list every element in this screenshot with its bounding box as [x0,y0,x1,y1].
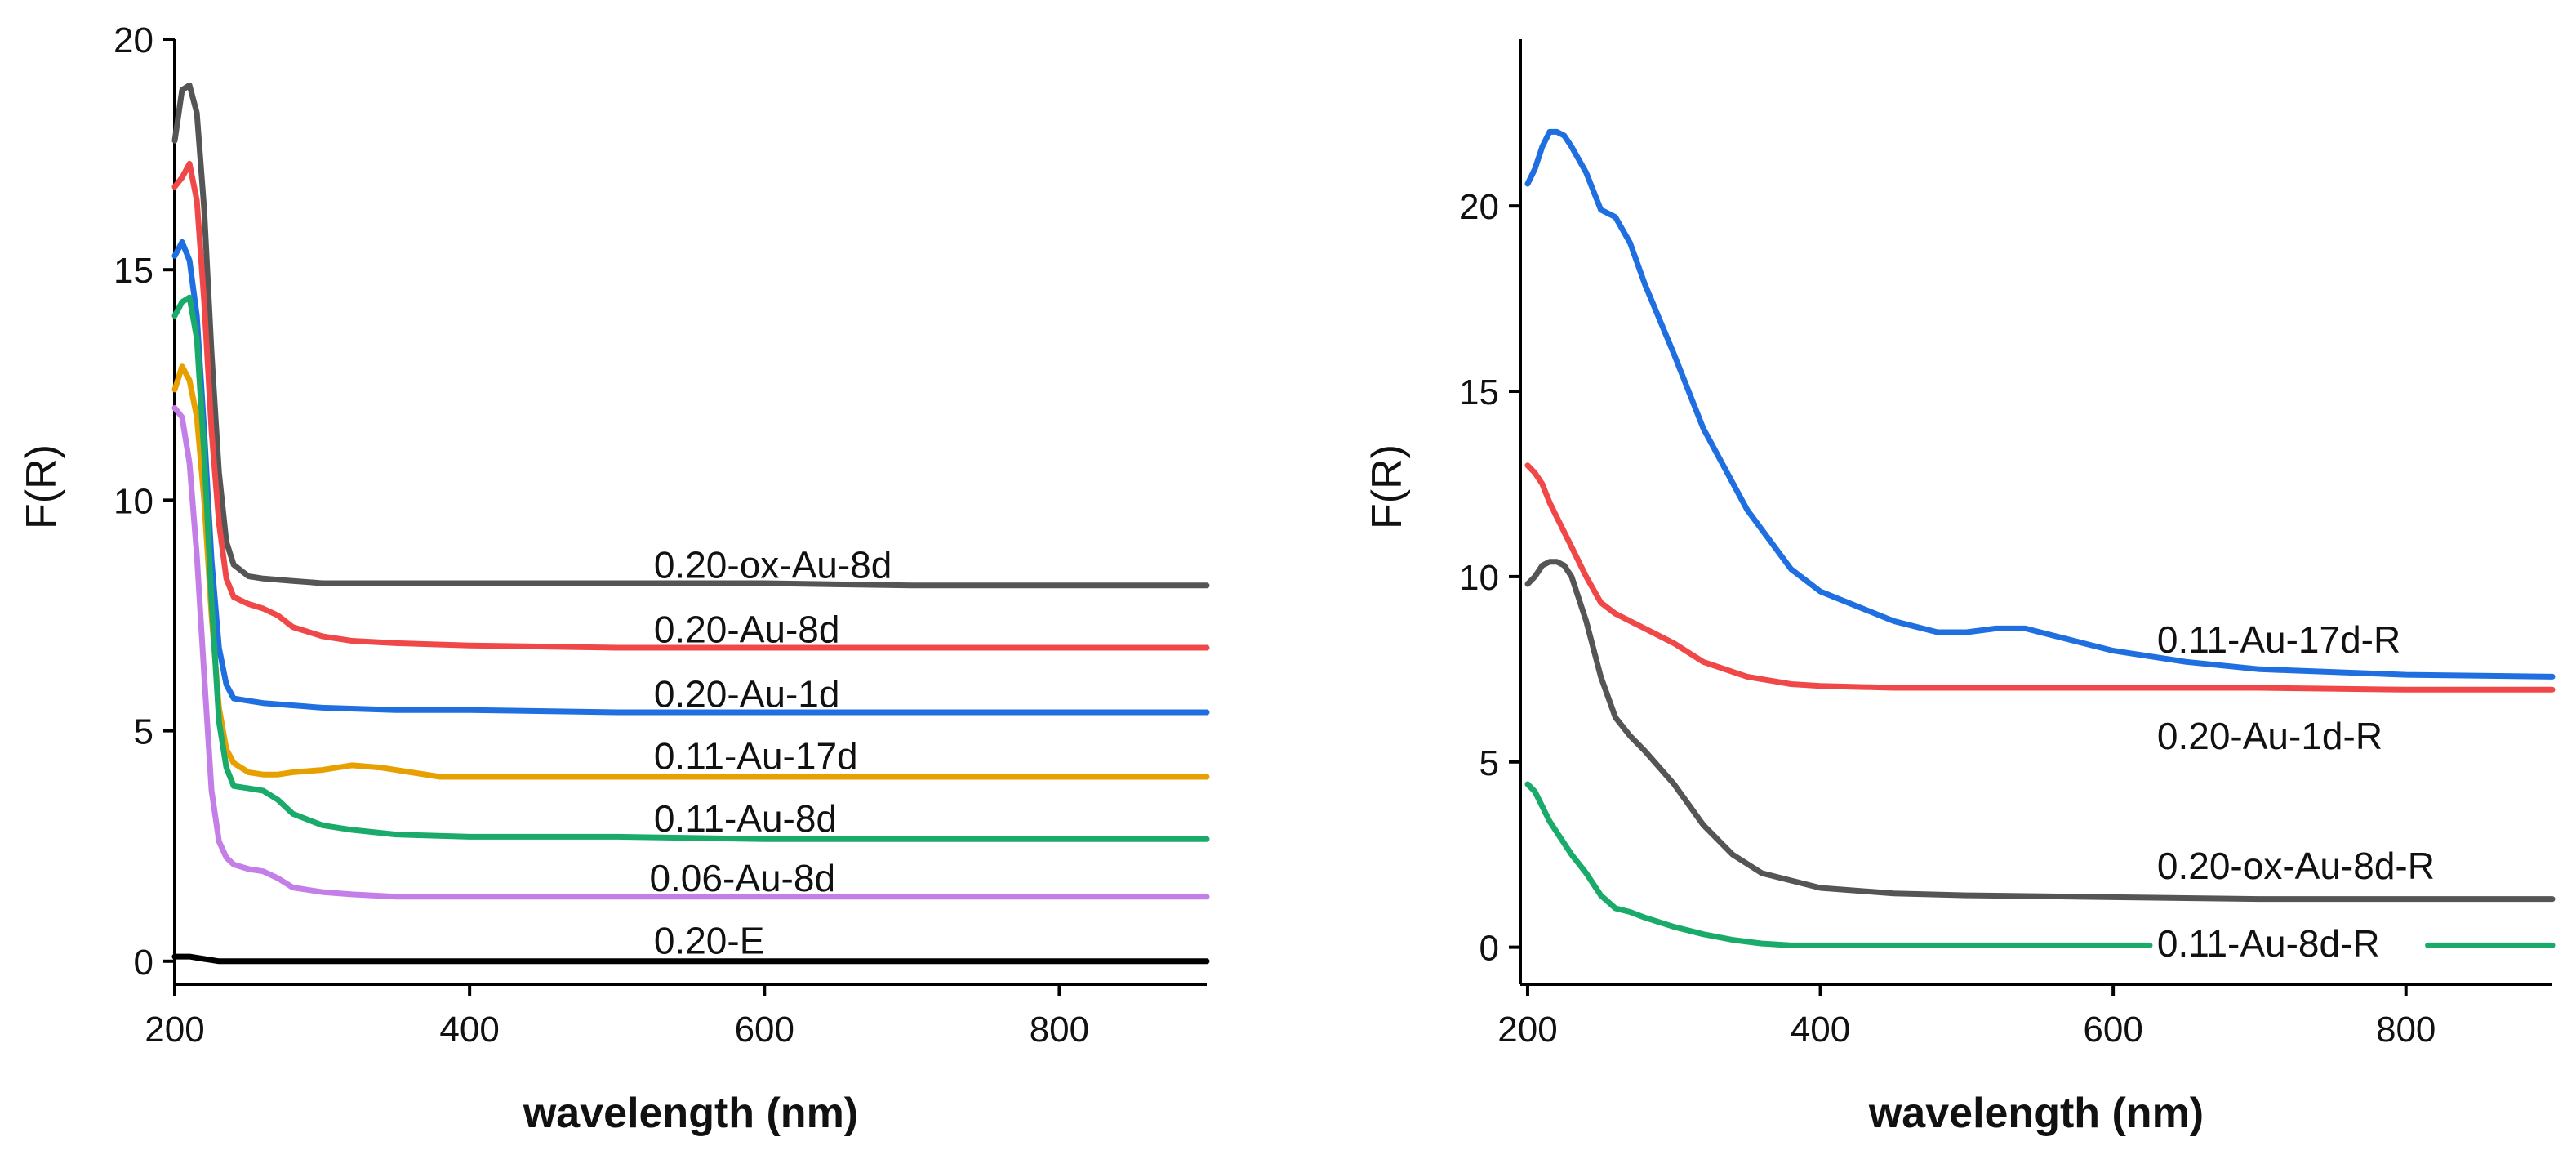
right-x-axis-title: wavelength (nm) [1868,1090,2204,1137]
right-y-tick-label: 20 [1459,187,1499,227]
left-x-tick-label: 600 [735,1010,794,1050]
left-y-tick-label: 15 [113,251,153,291]
right-y-tick-label: 10 [1459,558,1499,598]
left-y-tick-label: 10 [113,481,153,521]
series-label-0-11-au-8d: 0.11-Au-8d [654,797,837,840]
series-line-0-11-au-8d [171,294,1210,842]
left-x-tick-label: 200 [145,1010,204,1050]
series-line-0-11-au-8d-r [1524,781,2153,948]
right-panel: 200 400 600 800 0 5 10 15 20 0.11-Au-17d-R 0.20-A… [1364,39,2556,1137]
right-x-tick-label: 200 [1497,1010,1557,1050]
series-line-0-11-au-17d-r [1524,128,2556,680]
series-label-0-06-au-8d: 0.06-Au-8d [649,857,835,899]
series-line-0-20-e [171,953,1210,965]
right-y-tick-label: 15 [1459,372,1499,412]
series-label-0-20-ox-au-8d-r: 0.20-ox-Au-8d-R [2157,845,2435,887]
series-line-0-20-ox-au-8d [171,82,1210,589]
series-label-0-11-au-8d-r: 0.11-Au-8d-R [2157,922,2380,965]
series-line-0-06-au-8d [171,405,1210,900]
right-y-tick-label: 0 [1479,929,1499,969]
series-label-0-20-au-1d: 0.20-Au-1d [654,672,840,715]
right-series-group: 0.11-Au-17d-R 0.20-Au-1d-R 0.20-ox-Au-8d-R… [1524,128,2556,965]
series-label-0-11-au-17d-r: 0.11-Au-17d-R [2157,618,2400,661]
series-label-0-20-ox-au-8d: 0.20-ox-Au-8d [654,543,892,586]
right-y-tick-label: 5 [1479,743,1499,783]
series-line-0-20-ox-au-8d-r [1524,559,2556,903]
left-series-group: 0.20-ox-Au-8d 0.20-Au-8d 0.20-Au-1d 0.11-Au… [171,82,1210,965]
series-label-0-20-au-1d-r: 0.20-Au-1d-R [2157,715,2382,757]
left-x-axis-title: wavelength (nm) [523,1090,858,1137]
left-panel: 200 400 600 800 0 5 10 15 20 0.20-ox-Au-8d 0.20-A… [18,20,1210,1137]
left-y-axis-title: F(R) [18,444,65,529]
right-x-tick-label: 600 [2083,1010,2142,1050]
right-x-tick-label: 800 [2376,1010,2436,1050]
left-x-tick-label: 400 [439,1010,499,1050]
left-x-tick-label: 800 [1030,1010,1089,1050]
left-ticks: 200 400 600 800 0 5 10 15 20 [113,20,1089,1050]
right-ticks: 200 400 600 800 0 5 10 15 20 [1459,187,2436,1050]
series-label-0-20-au-8d: 0.20-Au-8d [654,608,840,650]
right-y-axis-title: F(R) [1364,444,1411,529]
left-y-tick-label: 20 [113,20,153,60]
right-x-tick-label: 400 [1791,1010,1850,1050]
left-y-tick-label: 0 [134,943,153,983]
series-line-0-20-au-1d-r [1524,462,2556,693]
series-line-0-20-au-1d [171,239,1210,716]
series-label-0-20-e: 0.20-E [654,919,765,961]
series-line-0-20-au-8d [171,160,1210,651]
series-label-0-11-au-17d: 0.11-Au-17d [654,735,858,778]
left-y-tick-label: 5 [134,712,153,752]
